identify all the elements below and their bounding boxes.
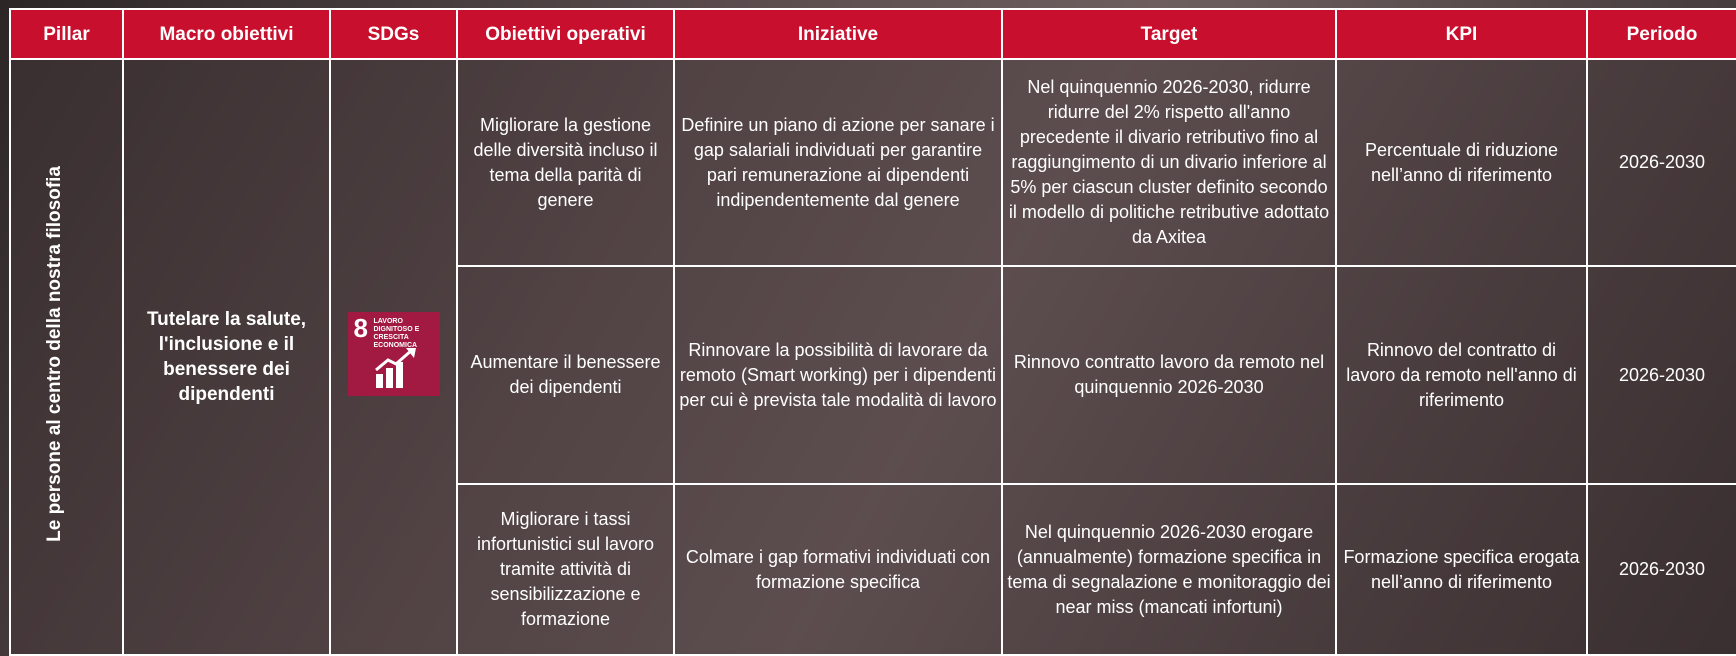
- header-cell: Target: [1001, 8, 1337, 60]
- header-cell: KPI: [1335, 8, 1588, 60]
- sdg-cell: 8 LAVORO DIGNITOSO E CRESCITA ECONOMICA: [329, 58, 458, 656]
- period-cell: 2026-2030: [1586, 483, 1736, 656]
- macro-cell: Tutelare la salute, l'inclusione e il be…: [122, 58, 331, 656]
- header-cell: SDGs: [329, 8, 458, 60]
- sdg-icon: 8 LAVORO DIGNITOSO E CRESCITA ECONOMICA: [347, 311, 440, 396]
- objective-cell: Migliorare la gestione delle diversità i…: [456, 58, 675, 267]
- period-cell: 2026-2030: [1586, 265, 1736, 485]
- target-cell: Nel quinquennio 2026-2030, ridurre ridur…: [1001, 58, 1337, 267]
- kpi-cell: Formazione specifica erogata nell’anno d…: [1335, 483, 1588, 656]
- header-cell: Pillar: [9, 8, 124, 60]
- row: Migliorare i tassi infortunistici sul la…: [10, 483, 1736, 656]
- initiative-cell: Definire un piano di azione per sanare i…: [673, 58, 1003, 267]
- initiative-cell: Colmare i gap formativi individuati con …: [673, 483, 1003, 656]
- objectives-table: Pillar Macro obiettivi SDGs Obiettivi op…: [9, 8, 1736, 656]
- kpi-cell: Rinnovo del contratto di lavoro da remot…: [1335, 265, 1588, 485]
- target-cell: Nel quinquennio 2026-2030 erogare (annua…: [1001, 483, 1337, 656]
- objective-cell: Migliorare i tassi infortunistici sul la…: [456, 483, 675, 656]
- kpi-cell: Percentuale di riduzione nell’anno di ri…: [1335, 58, 1588, 267]
- objective-cell: Aumentare il benessere dei dipendenti: [456, 265, 675, 485]
- sdg-number: 8: [353, 312, 368, 343]
- initiative-cell: Rinnovare la possibilità di lavorare da …: [673, 265, 1003, 485]
- pillar-text: Le persone al centro della nostra filoso…: [43, 165, 65, 542]
- row: Aumentare il benessere dei dipendenti Ri…: [10, 265, 1736, 485]
- header-cell: Iniziative: [673, 8, 1003, 60]
- header-row: Pillar Macro obiettivi SDGs Obiettivi op…: [9, 8, 1736, 60]
- header-cell: Periodo: [1586, 8, 1736, 60]
- period-cell: 2026-2030: [1586, 58, 1736, 267]
- table-container: Pillar Macro obiettivi SDGs Obiettivi op…: [9, 8, 1736, 656]
- pillar-cell: Le persone al centro della nostra filoso…: [9, 58, 124, 656]
- header-cell: Macro obiettivi: [122, 8, 331, 60]
- header-cell: Obiettivi operativi: [456, 8, 675, 60]
- row: Le persone al centro della nostra filoso…: [9, 58, 1736, 656]
- sdg-label: LAVORO DIGNITOSO E CRESCITA ECONOMICA: [373, 317, 420, 349]
- sdg-graphic: [374, 347, 416, 388]
- target-cell: Rinnovo contratto lavoro da remoto nel q…: [1001, 265, 1337, 485]
